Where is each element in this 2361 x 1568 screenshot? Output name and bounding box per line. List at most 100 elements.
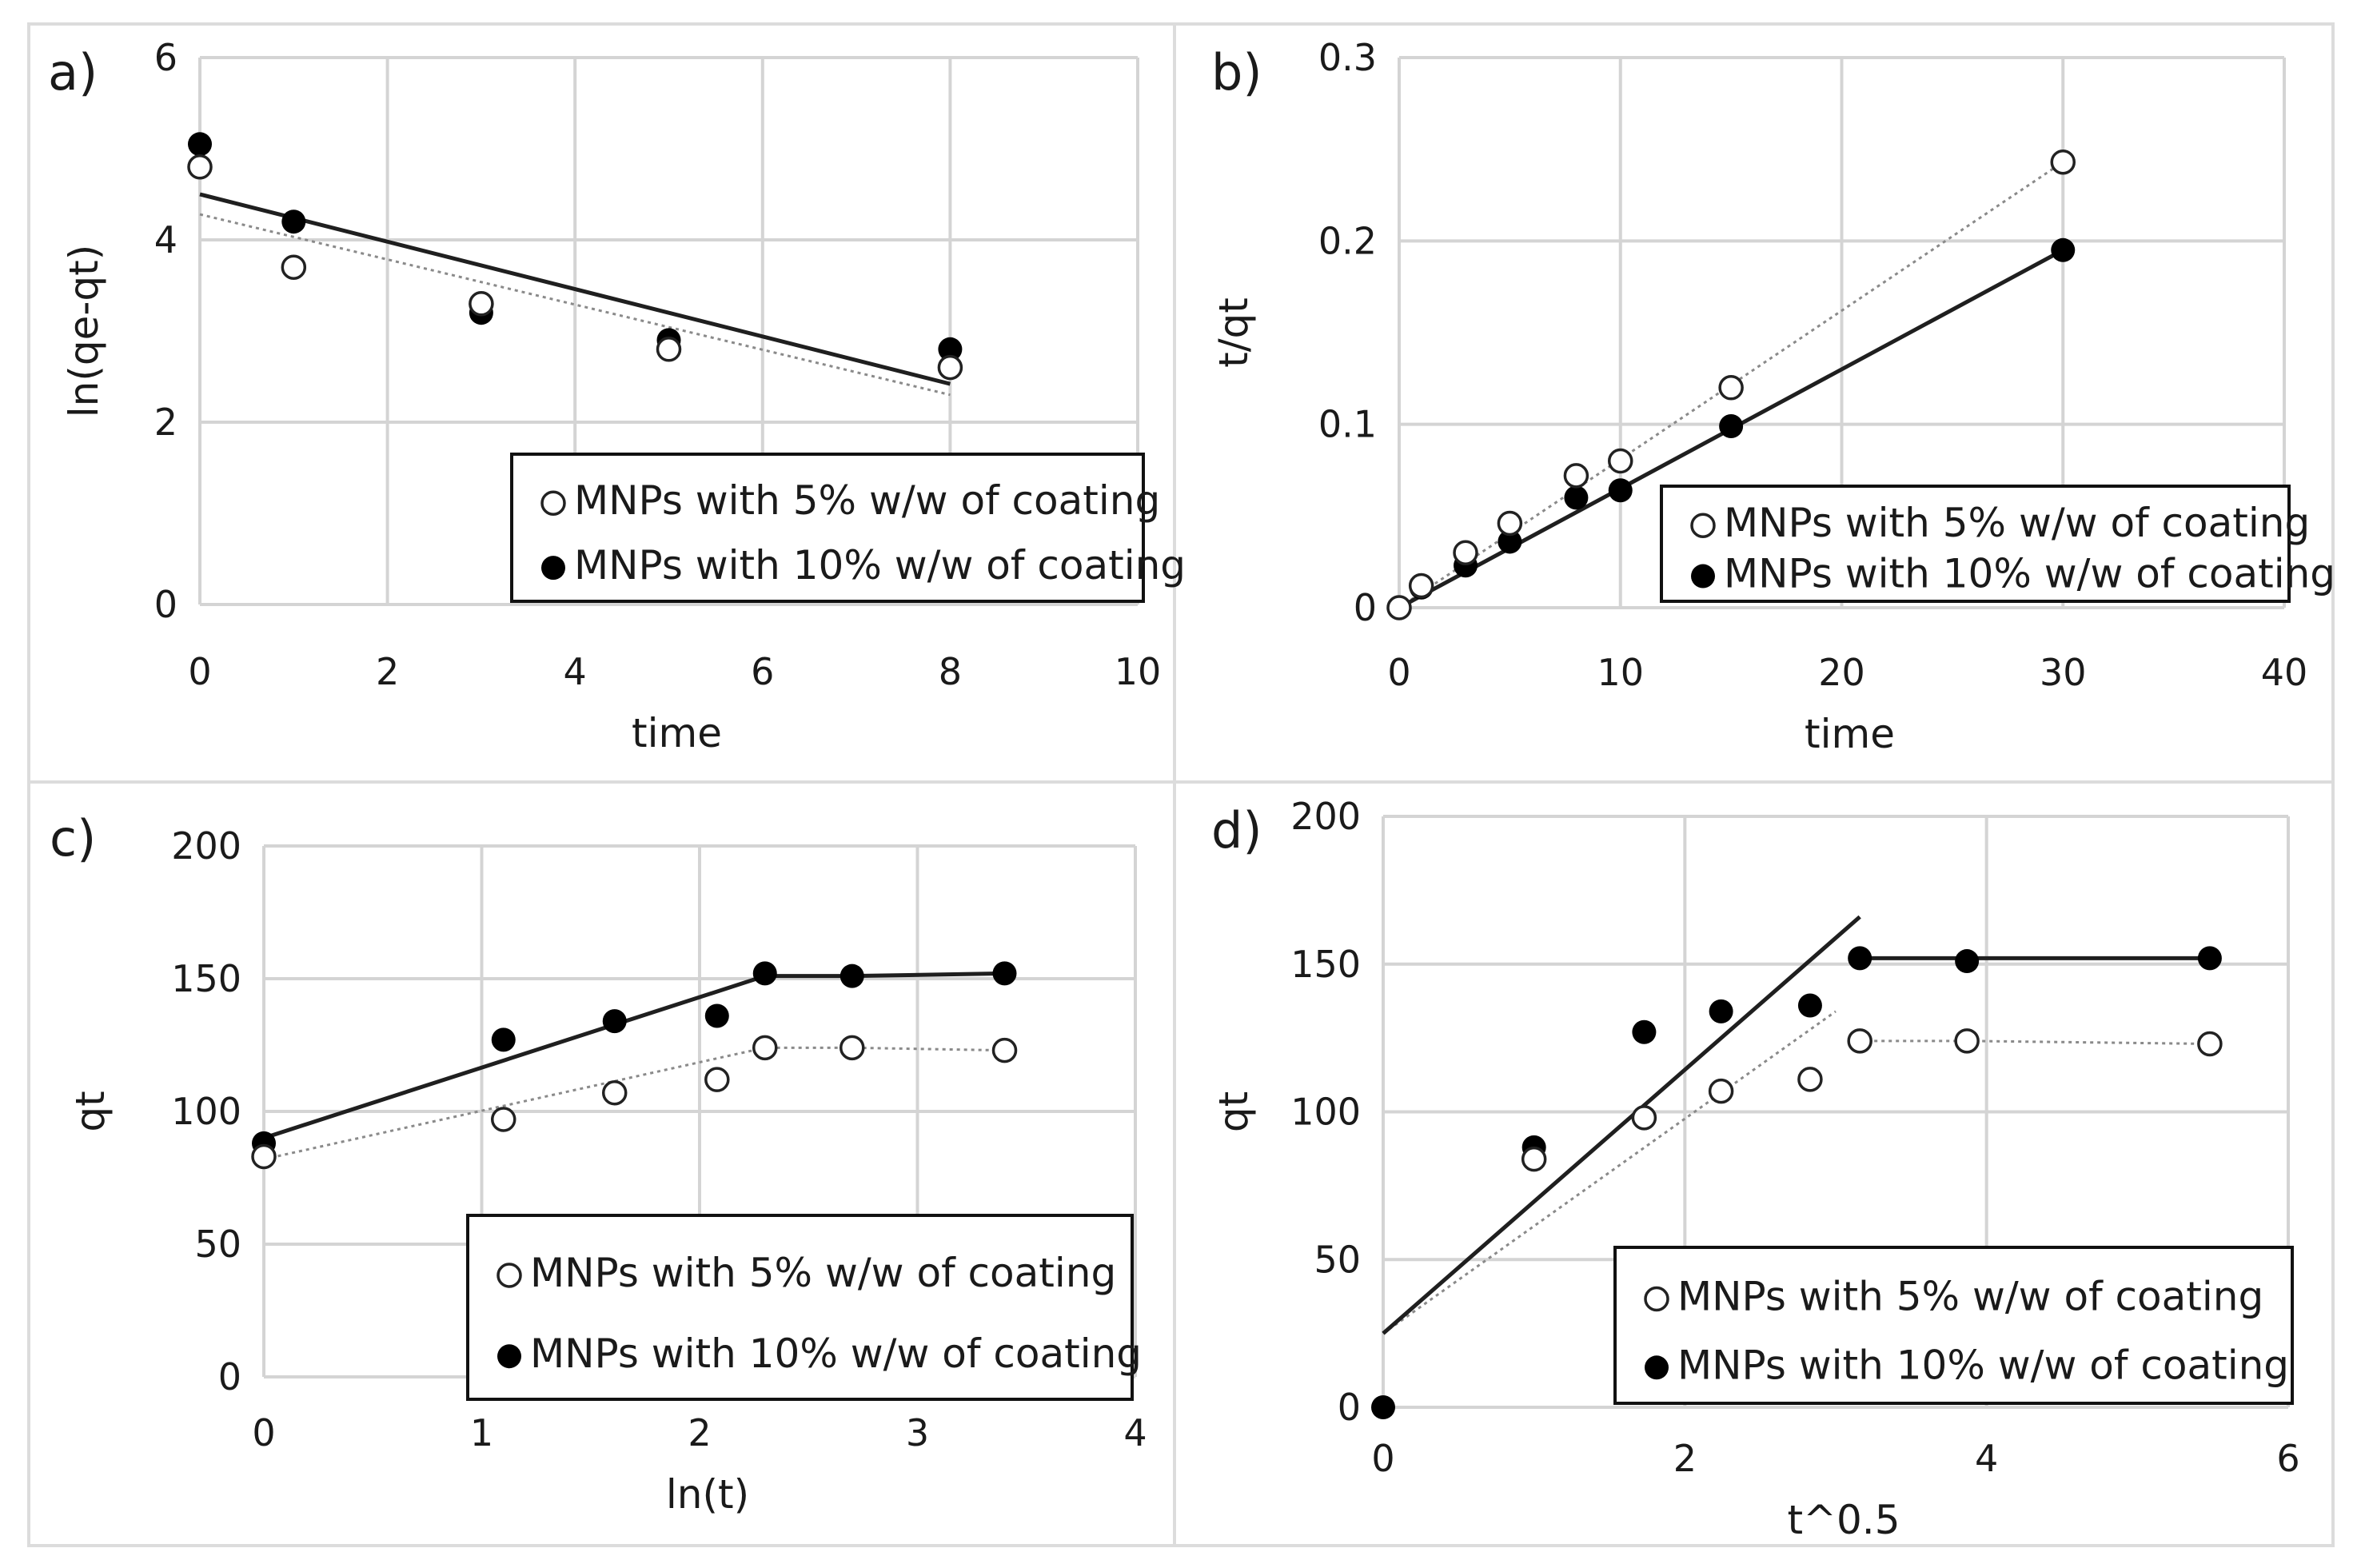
x-axis-label: time: [1805, 711, 1895, 757]
panel-label: b): [1211, 43, 1262, 102]
point-5pct: [1521, 1146, 1547, 1172]
point-5pct: [1497, 510, 1523, 537]
point-5pct: [1453, 540, 1478, 565]
y-tick-label: 6: [154, 36, 177, 79]
point-5pct: [491, 1107, 516, 1132]
y-axis-label: qt: [1210, 1091, 1257, 1132]
legend-marker-5pct: [1644, 1286, 1669, 1312]
point-10pct: [2051, 237, 2076, 262]
y-tick-label: 2: [154, 401, 177, 444]
legend-label-10pct: MNPs with 10% w/w of coating: [574, 542, 1186, 588]
y-axis-label: ln(qe-qt): [61, 245, 107, 417]
point-5pct: [1563, 463, 1589, 489]
y-axis-label: t/qt: [1210, 297, 1257, 368]
panel-frame-d: [1173, 780, 2335, 1547]
point-5pct: [469, 291, 494, 317]
point-5pct: [1608, 448, 1633, 474]
point-5pct: [2050, 149, 2076, 175]
point-10pct: [1709, 999, 1733, 1023]
point-5pct: [1954, 1028, 1980, 1054]
panel-d: d) 0 2 4 6 0 50 100 150 200 t^0.5 qt MNPs with 5% w/…: [1210, 795, 2300, 1543]
point-5pct: [601, 1080, 628, 1106]
point-5pct: [840, 1035, 865, 1061]
panel-c: c) 0 1 2 3 4 0 50 100 150 200 ln(t) qt MNPs with 5% w…: [50, 809, 1147, 1518]
legend-box: [1613, 1246, 2294, 1405]
point-5pct: [704, 1067, 730, 1092]
point-5pct: [1408, 573, 1434, 599]
panel-label: a): [48, 43, 98, 102]
point-10pct: [1848, 946, 1872, 971]
x-tick-label: 8: [939, 650, 962, 693]
legend-marker-5pct: [540, 490, 566, 516]
point-5pct: [1847, 1028, 1872, 1054]
y-tick-label: 4: [154, 218, 177, 261]
x-axis-label: time: [632, 710, 722, 756]
point-10pct: [602, 1009, 627, 1034]
point-10pct: [491, 1027, 516, 1052]
x-tick-label: 40: [2261, 651, 2308, 694]
point-10pct: [1632, 1019, 1657, 1044]
trendline-5pct: [263, 1046, 1005, 1161]
y-tick-label: 100: [171, 1090, 241, 1133]
trendline-5pct: [1382, 1010, 1837, 1335]
x-tick-label: 2: [1673, 1437, 1697, 1480]
x-tick-label: 30: [2040, 651, 2087, 694]
point-10pct: [188, 132, 212, 157]
point-10pct: [752, 961, 777, 986]
legend-marker-10pct: [497, 1344, 521, 1369]
legend-label-10pct: MNPs with 10% w/w of coating: [1677, 1342, 2289, 1388]
point-5pct: [752, 1035, 778, 1061]
x-tick-label: 2: [688, 1411, 711, 1454]
trendline-10pct: [263, 971, 1005, 1140]
legend-label-10pct: MNPs with 10% w/w of coating: [1724, 551, 2335, 597]
trendline-10pct: [1382, 915, 1861, 1335]
point-5pct: [251, 1143, 277, 1170]
legend-marker-5pct: [497, 1263, 522, 1288]
point-10pct: [704, 1003, 729, 1028]
legend-label-5pct: MNPs with 5% w/w of coating: [1724, 500, 2310, 546]
point-10pct: [840, 964, 864, 988]
y-tick-label: 0: [1338, 1386, 1361, 1429]
point-5pct: [1386, 595, 1412, 620]
x-tick-label: 1: [470, 1411, 493, 1454]
trendline-5pct: [199, 213, 951, 397]
point-5pct: [1631, 1105, 1657, 1131]
x-tick-label: 6: [2276, 1437, 2299, 1480]
point-5pct: [937, 354, 963, 381]
point-10pct: [1797, 993, 1822, 1018]
x-tick-label: 4: [1975, 1437, 1998, 1480]
panel-label: d): [1211, 801, 1262, 860]
y-tick-label: 0.1: [1318, 403, 1377, 446]
point-5pct: [281, 254, 307, 280]
point-10pct: [1371, 1395, 1395, 1419]
x-tick-label: 0: [1387, 651, 1410, 694]
point-10pct: [938, 337, 963, 361]
point-5pct: [991, 1037, 1018, 1063]
panel-b: b) 0 10 20 30 40 0 0.1 0.2 0.3 time t/qt MNPs with 5…: [1210, 36, 2335, 757]
point-10pct: [1608, 478, 1633, 503]
y-tick-label: 50: [1314, 1238, 1361, 1281]
x-tick-label: 10: [1597, 651, 1644, 694]
y-tick-label: 0: [1354, 586, 1377, 629]
y-tick-label: 200: [1290, 795, 1361, 838]
legend-label-10pct: MNPs with 10% w/w of coating: [530, 1331, 1142, 1377]
point-5pct: [2197, 1031, 2223, 1057]
y-tick-label: 200: [171, 824, 241, 868]
point-10pct: [1564, 485, 1589, 510]
x-tick-label: 2: [376, 650, 399, 693]
point-5pct: [1797, 1067, 1823, 1092]
legend-marker-10pct: [1691, 564, 1715, 588]
panel-a: a) 0 2 4 6 8 10 0 2 4 6 time ln(qe-qt) MNPs with 5% w…: [48, 36, 1186, 756]
x-axis-label: t^0.5: [1787, 1497, 1900, 1543]
x-tick-label: 10: [1115, 650, 1162, 693]
legend-box: [1660, 485, 2291, 603]
x-tick-label: 0: [1371, 1437, 1394, 1480]
y-tick-label: 150: [171, 957, 241, 1000]
y-tick-label: 0.3: [1318, 36, 1377, 79]
point-5pct: [1708, 1078, 1734, 1104]
x-tick-label: 4: [564, 650, 587, 693]
point-5pct: [1718, 375, 1744, 401]
point-10pct: [992, 961, 1017, 986]
x-tick-label: 3: [906, 1411, 929, 1454]
